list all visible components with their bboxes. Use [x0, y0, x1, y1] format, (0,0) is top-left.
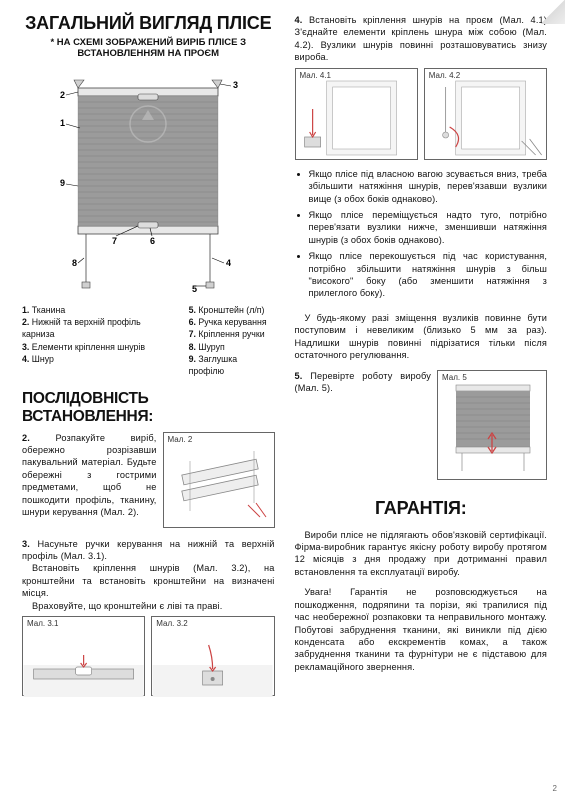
fig-4-2: Мал. 4.2 — [424, 68, 547, 160]
left-column: ЗАГАЛЬНИЙ ВИГЛЯД ПЛІСЕ * НА СХЕМІ ЗОБРАЖ… — [0, 0, 285, 799]
svg-text:9: 9 — [60, 178, 65, 188]
legend-item: 1. Тканина — [22, 304, 175, 316]
fig42-label: Мал. 4.2 — [429, 71, 460, 80]
bullet-list: Якщо плісе під власною вагою зсувається … — [295, 168, 548, 304]
step5-num: 5. — [295, 371, 303, 381]
fig41-label: Мал. 4.1 — [300, 71, 331, 80]
install-title: ПОСЛІДОВНІСТЬ ВСТАНОВЛЕННЯ: — [22, 390, 275, 426]
right-column: 4. Встановіть кріплення шнурів на проєм … — [285, 0, 565, 799]
svg-text:4: 4 — [226, 258, 231, 268]
step3-num: 3. — [22, 539, 30, 549]
fig-2: Мал. 2 — [163, 432, 275, 528]
legend-left: 1. Тканина2. Нижній та верхній профіль к… — [22, 304, 175, 378]
legend-item: 9. Заглушка профілю — [189, 353, 275, 378]
legend-item: 5. Кронштейн (л/п) — [189, 304, 275, 316]
step4-num: 4. — [295, 15, 303, 25]
step5: 5. Перевірте роботу виробу (Мал. 5). — [295, 370, 432, 395]
svg-text:2: 2 — [60, 90, 65, 100]
fig31-label: Мал. 3.1 — [27, 619, 58, 628]
overview-diagram: 1 2 3 4 5 6 7 8 9 — [38, 66, 258, 296]
legend-right: 5. Кронштейн (л/п)6. Ручка керування7. К… — [189, 304, 275, 378]
subtitle: * НА СХЕМІ ЗОБРАЖЕНИЙ ВИРІБ ПЛІСЕ З ВСТА… — [22, 37, 275, 60]
guarantee-p2: Увага! Гарантія не розповсюджується на п… — [295, 586, 548, 673]
step4: 4. Встановіть кріплення шнурів на проєм … — [295, 14, 548, 64]
fig-3-1: Мал. 3.1 — [22, 616, 145, 696]
legend-item: 8. Шуруп — [189, 341, 275, 353]
fig2-label: Мал. 2 — [168, 435, 193, 444]
legend-item: 6. Ручка керування — [189, 316, 275, 328]
step3b: Встановіть кріплення шнурів (Мал. 3.2), … — [22, 562, 275, 599]
svg-text:8: 8 — [72, 258, 77, 268]
step2-num: 2. — [22, 433, 30, 443]
guarantee-p1: Вироби плісе не підлягають обов'язковій … — [295, 529, 548, 579]
fig5-label: Мал. 5 — [442, 373, 467, 382]
fig-3-2: Мал. 3.2 — [151, 616, 274, 696]
fig-4-1: Мал. 4.1 — [295, 68, 418, 160]
bullet-item: Якщо плісе переміщується надто туго, пот… — [309, 209, 548, 246]
fig32-label: Мал. 3.2 — [156, 619, 187, 628]
svg-text:7: 7 — [112, 236, 117, 246]
legend: 1. Тканина2. Нижній та верхній профіль к… — [22, 304, 275, 378]
svg-text:1: 1 — [60, 118, 65, 128]
page: ЗАГАЛЬНИЙ ВИГЛЯД ПЛІСЕ * НА СХЕМІ ЗОБРАЖ… — [0, 0, 565, 799]
legend-item: 3. Елементи кріплення шнурів — [22, 341, 175, 353]
legend-item: 7. Кріплення ручки — [189, 328, 275, 340]
step3a-body: Насуньте ручки керування на нижній та ве… — [22, 539, 275, 561]
svg-text:3: 3 — [233, 80, 238, 90]
svg-text:5: 5 — [192, 284, 197, 294]
guarantee-title: ГАРАНТІЯ: — [295, 498, 548, 519]
legend-item: 4. Шнур — [22, 353, 175, 365]
svg-text:6: 6 — [150, 236, 155, 246]
page-number: 2 — [553, 784, 557, 793]
step5-row: 5. Перевірте роботу виробу (Мал. 5). Мал… — [295, 370, 548, 480]
main-title: ЗАГАЛЬНИЙ ВИГЛЯД ПЛІСЕ — [22, 14, 275, 33]
legend-item: 2. Нижній та верхній профіль карниза — [22, 316, 175, 341]
step2-row: 2. Розпакуйте виріб, обережно розрізавши… — [22, 432, 275, 528]
fig3-row: Мал. 3.1 Мал. 3.2 — [22, 616, 275, 696]
step4-body: Встановіть кріплення шнурів на проєм (Ма… — [295, 15, 548, 62]
bullet-item: Якщо плісе під власною вагою зсувається … — [309, 168, 548, 205]
step5-body: Перевірте роботу виробу (Мал. 5). — [295, 371, 432, 393]
step2-text: 2. Розпакуйте виріб, обережно розрізавши… — [22, 432, 157, 528]
corner-fold-icon — [541, 0, 565, 24]
step3a: 3. Насуньте ручки керування на нижній та… — [22, 538, 275, 563]
fig4-row: Мал. 4.1 Мал. 4.2 — [295, 68, 548, 160]
fig-5: Мал. 5 — [437, 370, 547, 480]
step2-body: Розпакуйте виріб, обережно розрізавши па… — [22, 433, 157, 518]
step3c: Враховуйте, що кронштейни є ліві та прав… — [22, 600, 275, 612]
bullet-item: Якщо плісе перекошується під час користу… — [309, 250, 548, 300]
note: У будь-якому разі зміщення вузликів пови… — [295, 312, 548, 362]
